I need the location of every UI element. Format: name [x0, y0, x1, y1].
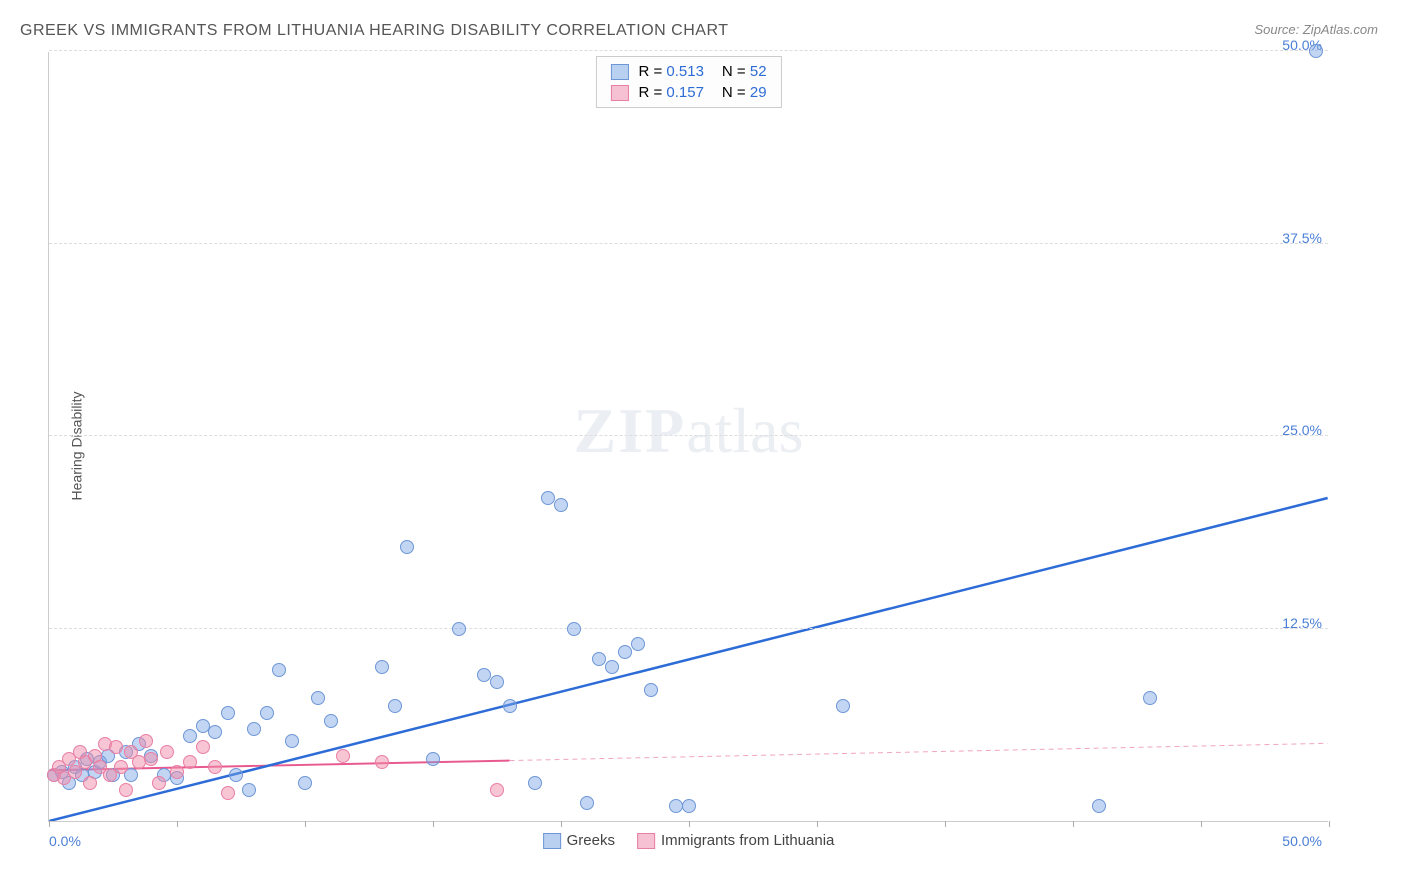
- data-point: [298, 776, 312, 790]
- data-point: [1309, 44, 1323, 58]
- data-point: [541, 491, 555, 505]
- x-tick: [305, 821, 306, 827]
- data-point: [592, 652, 606, 666]
- data-point: [247, 722, 261, 736]
- data-point: [400, 540, 414, 554]
- data-point: [567, 622, 581, 636]
- legend-series-label: Immigrants from Lithuania: [661, 832, 834, 849]
- data-point: [183, 755, 197, 769]
- x-tick: [49, 821, 50, 827]
- x-tick: [1201, 821, 1202, 827]
- source-prefix: Source:: [1254, 22, 1302, 37]
- legend-series-item: Immigrants from Lithuania: [637, 832, 834, 849]
- chart-source: Source: ZipAtlas.com: [1254, 22, 1378, 37]
- data-point: [152, 776, 166, 790]
- data-point: [114, 760, 128, 774]
- legend-series-label: Greeks: [567, 832, 615, 849]
- data-point: [83, 776, 97, 790]
- gridline: [49, 628, 1328, 629]
- data-point: [324, 714, 338, 728]
- data-point: [285, 734, 299, 748]
- data-point: [503, 699, 517, 713]
- data-point: [1092, 799, 1106, 813]
- data-point: [242, 783, 256, 797]
- x-tick: [817, 821, 818, 827]
- data-point: [375, 755, 389, 769]
- gridline: [49, 435, 1328, 436]
- x-tick: [561, 821, 562, 827]
- data-point: [836, 699, 850, 713]
- data-point: [682, 799, 696, 813]
- data-point: [183, 729, 197, 743]
- data-point: [221, 786, 235, 800]
- data-point: [272, 663, 286, 677]
- data-point: [208, 725, 222, 739]
- data-point: [119, 783, 133, 797]
- plot-area: ZIPatlas R = 0.513N = 52R = 0.157N = 29 …: [48, 52, 1328, 822]
- x-tick: [433, 821, 434, 827]
- x-tick: [945, 821, 946, 827]
- data-point: [618, 645, 632, 659]
- x-axis-max-label: 50.0%: [1282, 833, 1322, 849]
- data-point: [644, 683, 658, 697]
- legend-swatch: [610, 64, 628, 80]
- data-point: [388, 699, 402, 713]
- watermark-atlas: atlas: [686, 395, 803, 466]
- y-tick-label: 12.5%: [1282, 615, 1322, 631]
- legend-swatch: [610, 85, 628, 101]
- data-point: [139, 734, 153, 748]
- data-point: [229, 768, 243, 782]
- r-label: R = 0.513: [638, 63, 703, 80]
- x-tick: [1073, 821, 1074, 827]
- data-point: [260, 706, 274, 720]
- data-point: [490, 675, 504, 689]
- data-point: [208, 760, 222, 774]
- trend-lines-svg: [49, 52, 1328, 821]
- data-point: [528, 776, 542, 790]
- data-point: [426, 752, 440, 766]
- data-point: [477, 668, 491, 682]
- data-point: [490, 783, 504, 797]
- y-tick-label: 25.0%: [1282, 422, 1322, 438]
- data-point: [170, 765, 184, 779]
- legend-swatch: [543, 833, 561, 849]
- data-point: [196, 740, 210, 754]
- n-label: N = 52: [722, 63, 767, 80]
- x-tick: [689, 821, 690, 827]
- x-axis-min-label: 0.0%: [49, 833, 81, 849]
- y-tick-label: 37.5%: [1282, 230, 1322, 246]
- data-point: [580, 796, 594, 810]
- trend-line: [510, 743, 1328, 760]
- r-label: R = 0.157: [638, 84, 703, 101]
- legend-swatch: [637, 833, 655, 849]
- data-point: [554, 498, 568, 512]
- legend-correlation: R = 0.513 N = 52 R = 0.157 N = 29: [595, 56, 781, 108]
- data-point: [605, 660, 619, 674]
- data-point: [1143, 691, 1157, 705]
- chart-title: GREEK VS IMMIGRANTS FROM LITHUANIA HEARI…: [20, 22, 729, 40]
- watermark-zip: ZIP: [574, 395, 687, 466]
- watermark: ZIPatlas: [574, 394, 804, 468]
- gridline: [49, 50, 1328, 51]
- x-tick: [1329, 821, 1330, 827]
- legend-series: Greeks Immigrants from Lithuania: [543, 832, 835, 849]
- source-link[interactable]: ZipAtlas.com: [1303, 22, 1378, 37]
- data-point: [452, 622, 466, 636]
- data-point: [109, 740, 123, 754]
- gridline: [49, 243, 1328, 244]
- legend-series-item: Greeks: [543, 832, 615, 849]
- data-point: [631, 637, 645, 651]
- legend-row: R = 0.157 N = 29: [610, 82, 766, 103]
- n-label: N = 29: [722, 84, 767, 101]
- legend-row: R = 0.513 N = 52: [610, 61, 766, 82]
- data-point: [311, 691, 325, 705]
- x-tick: [177, 821, 178, 827]
- data-point: [160, 745, 174, 759]
- data-point: [336, 749, 350, 763]
- data-point: [221, 706, 235, 720]
- data-point: [375, 660, 389, 674]
- data-point: [144, 752, 158, 766]
